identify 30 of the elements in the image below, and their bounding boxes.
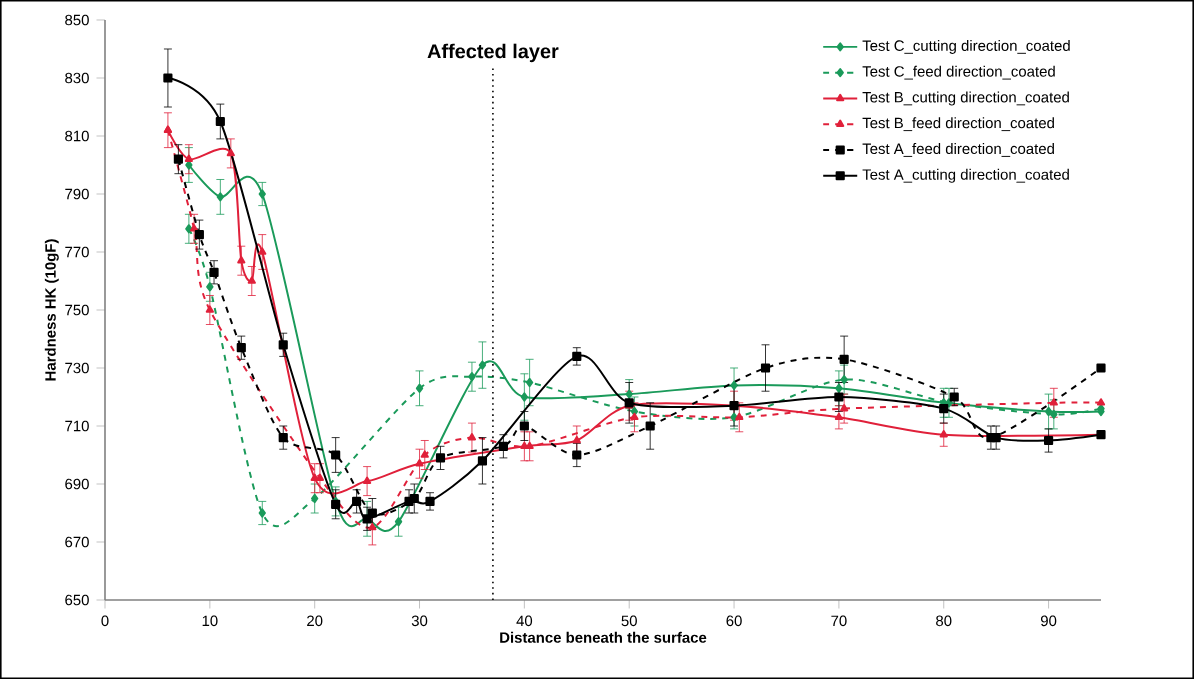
x-tick-label: 80 (936, 615, 952, 627)
y-tick-label: 690 (65, 478, 89, 490)
x-tick-label: 70 (831, 615, 847, 627)
y-tick-label: 710 (65, 420, 89, 432)
legend-label: Test B_feed direction_coated (862, 117, 1054, 132)
x-tick-label: 40 (516, 615, 533, 627)
x-tick-label: 90 (1040, 615, 1057, 627)
legend-label: Test A_cutting direction_coated (862, 168, 1069, 183)
legend-label: Test B_cutting direction_coated (862, 91, 1069, 106)
x-axis-title: Distance beneath the surface (500, 631, 707, 643)
y-tick-label: 730 (65, 362, 89, 374)
x-tick-label: 50 (621, 615, 637, 627)
x-tick-label: 0 (101, 615, 109, 627)
y-axis-title: Hardness HK (10gF) (44, 239, 59, 381)
ref-line-label: Affected layer (427, 43, 559, 63)
legend-label: Test C_cutting direction_coated (862, 39, 1070, 54)
x-tick-label: 60 (726, 615, 742, 627)
legend-label: Test A_feed direction_coated (862, 143, 1054, 157)
y-tick-label: 850 (65, 14, 89, 26)
y-tick-label: 770 (65, 246, 89, 258)
y-tick-label: 830 (65, 72, 89, 84)
y-tick-label: 750 (65, 304, 89, 316)
y-tick-label: 810 (65, 130, 89, 142)
y-tick-label: 790 (65, 188, 89, 200)
x-tick-label: 10 (202, 615, 218, 627)
x-tick-label: 20 (307, 615, 323, 627)
x-tick-label: 30 (411, 615, 428, 627)
legend-label: Test C_feed direction_coated (862, 65, 1055, 80)
y-tick-label: 670 (65, 536, 89, 548)
y-tick-label: 650 (65, 594, 89, 606)
